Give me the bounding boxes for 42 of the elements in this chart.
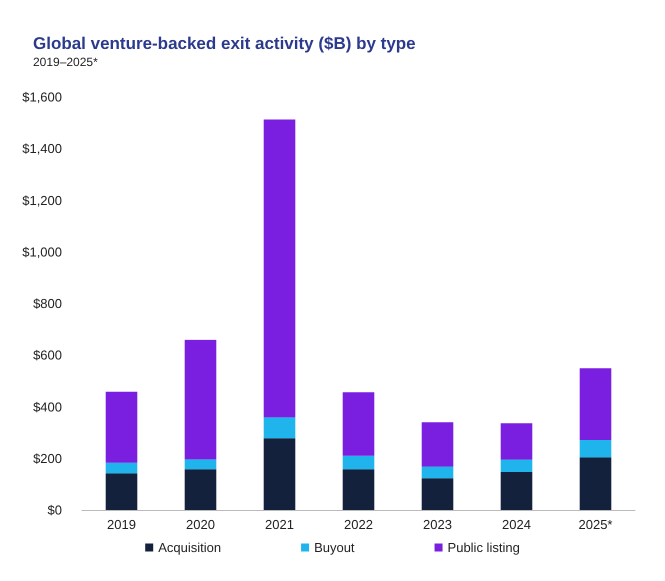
bar (500, 423, 532, 460)
bar (500, 460, 532, 472)
chart-subtitle: 2019–2025* (33, 55, 98, 69)
bar (422, 478, 454, 510)
chart-title: Global venture-backed exit activity ($B) by type (33, 34, 416, 53)
y-tick-label: $1,000 (22, 244, 62, 260)
y-tick-label: $800 (33, 296, 62, 311)
y-tick-label: $1,400 (22, 141, 62, 156)
bar (184, 340, 216, 460)
legend-label: Buyout (314, 540, 355, 555)
bar (184, 469, 216, 510)
x-tick-label: 2019 (107, 517, 136, 532)
bar (264, 438, 296, 510)
legend-label: Public listing (448, 540, 520, 555)
x-tick-label: 2022 (344, 517, 373, 532)
y-tick-label: $1,200 (22, 192, 62, 208)
bar (422, 422, 454, 467)
y-tick-label: $0 (48, 502, 62, 518)
x-tick-label: 2024 (502, 517, 531, 532)
x-tick-label: 2025* (578, 517, 612, 532)
bar (106, 392, 138, 463)
y-tick-label: $400 (33, 399, 62, 414)
bar (580, 457, 612, 510)
y-tick-label: $1,600 (22, 90, 62, 104)
bar (580, 440, 612, 458)
bar (342, 456, 374, 470)
x-tick-label: 2023 (423, 517, 452, 532)
bar (184, 459, 216, 470)
bar (500, 472, 532, 510)
bar (422, 466, 454, 478)
legend-label: Acquisition (158, 540, 222, 555)
y-tick-label: $600 (33, 348, 62, 363)
bar (264, 417, 296, 438)
bar (342, 469, 374, 510)
bar (264, 119, 296, 418)
bar (342, 392, 374, 456)
bar (580, 368, 612, 440)
x-tick-label: 2021 (265, 517, 294, 532)
bar (106, 473, 138, 510)
bar (106, 462, 138, 474)
y-tick-label: $200 (33, 450, 62, 466)
x-tick-label: 2020 (186, 517, 215, 532)
